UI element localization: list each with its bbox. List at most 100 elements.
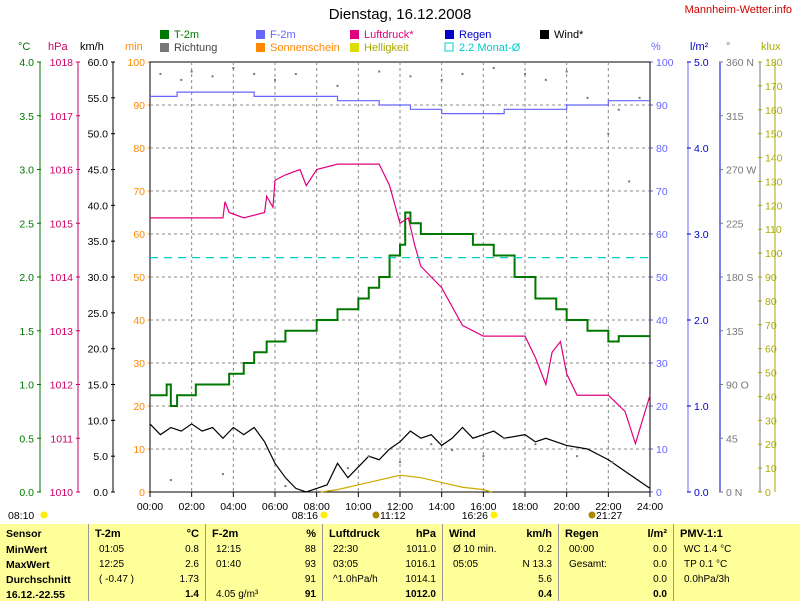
table-value: 5.6 <box>538 574 552 585</box>
table-cell: Ø 10 min. <box>453 544 497 555</box>
table-value: 1016.1 <box>405 559 436 570</box>
table-cell: 05:05 <box>453 559 479 570</box>
tick-label-klux: 100 <box>765 248 783 260</box>
direction-point <box>169 479 172 482</box>
stats-table: Sensor MinWert MaxWert Durchschnitt 16.12.-2… <box>0 524 800 601</box>
direction-point <box>586 96 589 99</box>
direction-point <box>607 132 610 135</box>
table-value: 91 <box>304 574 316 585</box>
weather-chart: T-2m F-2m Luftdruck* Regen Wind* Richtung Sonn… <box>8 29 783 522</box>
direction-point <box>284 485 287 488</box>
column-header: F-2m <box>212 528 239 540</box>
table-cell: 03:05 <box>333 559 359 570</box>
sun-time-label: 11:12 <box>380 510 406 522</box>
table-column: Luftdruck hPa 22:30 1011.0 03:05 1016.1 ^1.0hP… <box>322 524 442 601</box>
tick-label-kmh: 20.0 <box>88 344 109 356</box>
tick-label-direction: 315 <box>726 111 744 123</box>
tick-label-min: 30 <box>133 358 145 370</box>
sun-icon <box>372 511 380 519</box>
column-unit: hPa <box>415 528 436 540</box>
table-cell: 12:25 <box>99 559 125 570</box>
legend-label: 2.2 Monat-Ø <box>459 42 521 54</box>
row-label: MinWert <box>6 544 48 556</box>
direction-point <box>524 72 526 75</box>
table-value: 0.0 <box>653 574 667 585</box>
table-value: 1011.0 <box>406 544 436 555</box>
tick-label-hpa: 1017 <box>50 111 74 123</box>
series-t-2m <box>150 211 650 407</box>
tick-label-klux: 120 <box>765 200 783 212</box>
table-cell: 22:30 <box>333 544 359 555</box>
legend-label: Sonnenschein <box>270 42 340 54</box>
tick-label-hpa: 1016 <box>50 165 74 177</box>
table-value: 0.2 <box>538 544 552 555</box>
tick-label-klux: 60 <box>765 344 777 356</box>
tick-label-celsius: 4.0 <box>19 57 34 69</box>
table-column: T-2m °C 01:05 0.8 12:25 2.6 ( -0.47 ) 1.73 1.4 <box>88 524 205 601</box>
table-cell: 01:05 <box>99 544 125 555</box>
legend-swatch <box>160 43 169 52</box>
series-helligkeit <box>320 474 492 493</box>
axis-unit: klux <box>761 41 781 53</box>
table-cell: TP 0.1 °C <box>684 559 728 570</box>
sun-icon <box>320 511 328 519</box>
table-cell: 01:40 <box>216 559 242 570</box>
direction-point <box>440 78 443 81</box>
legend: T-2m F-2m Luftdruck* Regen Wind* Richtung Sonn… <box>160 29 584 54</box>
tick-label-direction: 45 <box>726 433 738 445</box>
axis-unit: % <box>651 41 661 53</box>
sun-time-label: 21:27 <box>596 510 622 522</box>
direction-point <box>534 443 537 446</box>
tick-label-time: 02:00 <box>179 501 205 513</box>
tick-label-kmh: 50.0 <box>88 129 109 141</box>
tick-label-time: 14:00 <box>429 501 455 513</box>
column-header: Regen <box>565 528 599 540</box>
direction-point <box>190 70 193 73</box>
row-label: Durchschnitt <box>6 574 71 586</box>
tick-label-time: 22:00 <box>595 501 621 513</box>
tick-label-kmh: 35.0 <box>88 236 109 248</box>
tick-label-klux: 140 <box>765 153 783 165</box>
tick-label-hpa: 1011 <box>50 433 73 445</box>
tick-label-kmh: 45.0 <box>88 165 109 177</box>
tick-label-hpa: 1010 <box>50 487 74 499</box>
table-cell: ( -0.47 ) <box>99 574 135 585</box>
table-value: 88 <box>304 544 316 555</box>
sun-marks: 08:10 08:16 11:12 16:26 21:27 <box>8 510 622 522</box>
tick-label-direction: 270 W <box>726 165 756 177</box>
tick-label-time: 18:00 <box>512 501 538 513</box>
table-cell: 0.0hPa/3h <box>684 574 730 585</box>
table-cell: ^1.0hPa/h <box>333 574 378 585</box>
tick-label-percent: 60 <box>656 229 668 241</box>
direction-point <box>378 70 381 73</box>
tick-label-celsius: 3.5 <box>19 111 34 123</box>
tick-label-time: 16:00 <box>470 501 496 513</box>
tick-label-klux: 130 <box>765 176 783 188</box>
table-value: 1.73 <box>179 574 199 585</box>
direction-point <box>409 75 412 78</box>
tick-label-percent: 40 <box>656 315 668 327</box>
tick-label-percent: 70 <box>656 186 668 198</box>
sun-time-label: 08:16 <box>292 510 318 522</box>
direction-point <box>399 461 401 464</box>
table-cell: Gesamt: <box>569 559 607 570</box>
table-column: Wind km/h Ø 10 min. 0.2 05:05 N 13.3 5.6 0.4 <box>442 524 558 601</box>
axis-unit: l/m² <box>690 41 709 53</box>
legend-label: Luftdruck* <box>364 29 414 41</box>
axis-unit: km/h <box>80 41 104 53</box>
tick-label-klux: 150 <box>765 129 783 141</box>
table-cell: 4.05 g/m³ <box>216 589 259 600</box>
tick-label-percent: 100 <box>656 57 674 69</box>
column-header: Luftdruck <box>329 528 380 540</box>
tick-label-klux: 160 <box>765 105 783 117</box>
tick-label-celsius: 0.5 <box>19 433 34 445</box>
tick-label-min: 90 <box>133 100 145 112</box>
tick-label-klux: 80 <box>765 296 777 308</box>
tick-label-percent: 20 <box>656 401 668 413</box>
legend-label: T-2m <box>174 29 199 41</box>
tick-label-min: 50 <box>133 272 145 284</box>
tick-label-rain: 5.0 <box>694 57 709 69</box>
table-value: 0.0 <box>653 544 667 555</box>
tick-label-klux: 90 <box>765 272 777 284</box>
site-link[interactable]: Mannheim-Wetter.info <box>684 4 792 16</box>
